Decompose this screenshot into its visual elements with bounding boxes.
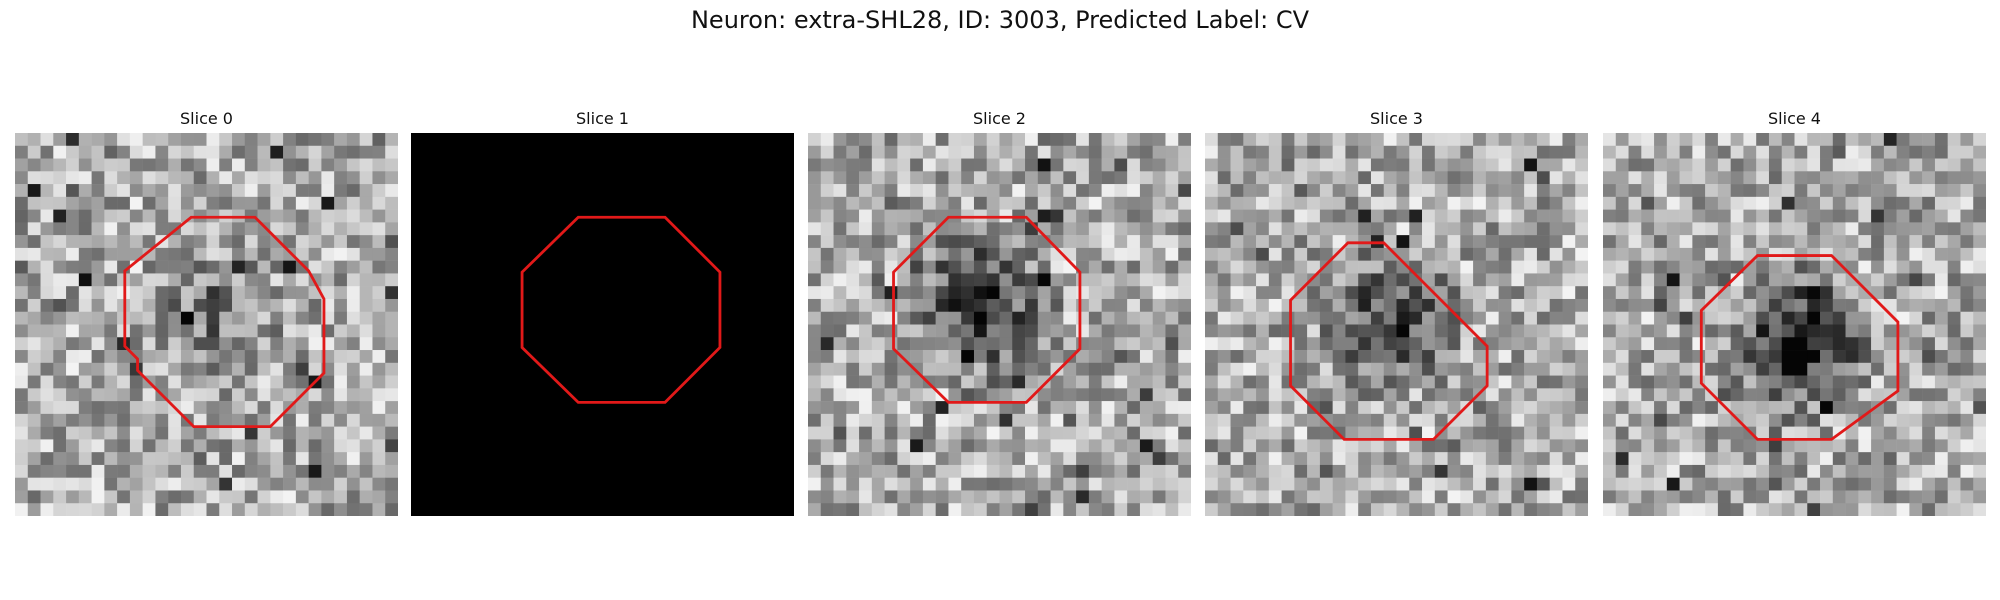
slice-title-3: Slice 3 [1370,109,1423,128]
slice-panel-0: Slice 0 [15,108,398,516]
slice-2-pixels [808,133,1191,516]
slice-panel-4: Slice 4 [1603,108,1986,516]
slice-3-pixels [1205,133,1588,516]
slice-title-1: Slice 1 [576,109,629,128]
slice-panel-2: Slice 2 [808,108,1191,516]
slice-4-pixels [1603,133,1986,516]
slice-title-0: Slice 0 [180,109,233,128]
slice-image-1 [411,133,794,516]
roi-outline [1699,254,1900,441]
slice-title-4: Slice 4 [1768,109,1821,128]
slice-panel-3: Slice 3 [1205,108,1588,516]
slice-image-0 [15,133,398,516]
figure-title: Neuron: extra-SHL28, ID: 3003, Predicted… [690,6,1310,34]
roi-outline [1289,241,1489,441]
roi-outline [520,215,722,404]
slice-image-2 [808,133,1191,516]
roi-outline [123,215,326,429]
slice-0-pixels [15,133,398,516]
slice-title-2: Slice 2 [973,109,1026,128]
slice-panel-1: Slice 1 [411,108,794,516]
roi-outline [892,215,1082,404]
slice-image-4 [1603,133,1986,516]
slice-image-3 [1205,133,1588,516]
